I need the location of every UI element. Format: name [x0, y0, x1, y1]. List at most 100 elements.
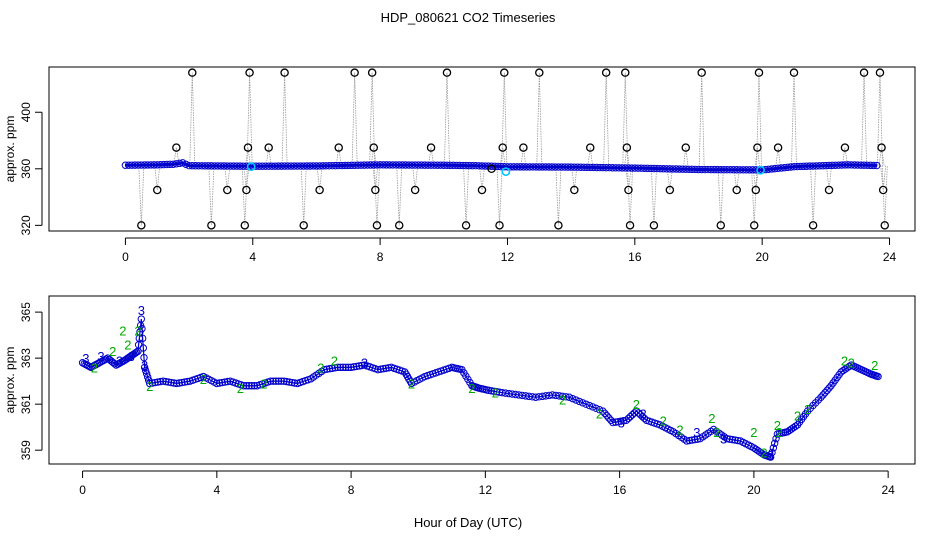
outlier-connector	[555, 167, 562, 226]
bottom-y-axis: 359 361 363 365	[19, 302, 43, 460]
co2-series-point	[819, 391, 827, 399]
co2-series-point	[638, 412, 647, 421]
top-y-axis-label: approx. ppm	[3, 116, 17, 183]
marker-label-2: 2	[119, 324, 126, 339]
outlier-connector	[861, 72, 868, 166]
outlier-point	[372, 221, 382, 230]
co2-series-point	[162, 377, 170, 386]
outlier-connector	[300, 165, 307, 226]
outlier-connector	[265, 147, 272, 167]
outlier-connector	[603, 72, 610, 168]
co2-series-point	[731, 436, 739, 444]
marker-label-2: 2	[559, 393, 566, 408]
co2-series-point	[344, 363, 353, 372]
co2-series-point	[274, 377, 283, 385]
co2-series-point	[339, 363, 347, 372]
top-y-tick-label: 400	[19, 102, 33, 122]
outlier-connector	[733, 169, 740, 191]
co2-series-point	[562, 393, 570, 401]
co2-series-point	[331, 364, 339, 372]
co2-series-point	[601, 409, 609, 418]
outlier-connector	[587, 147, 594, 168]
co2-series-point	[487, 387, 496, 395]
outlier-point	[749, 221, 759, 230]
top-y-tick-label: 360	[19, 158, 33, 178]
co2-series-point	[110, 359, 119, 368]
outlier-point	[624, 185, 633, 195]
bottom-x-axis: 0 4 8 12 16 20 24	[79, 470, 895, 497]
marker-label-3: 3	[618, 416, 625, 431]
top-y-axis: 320 360 400	[19, 102, 43, 235]
outlier-point	[570, 185, 579, 195]
co2-series-point	[688, 436, 696, 444]
marker-label-2: 2	[794, 409, 801, 424]
marker-label-2: 2	[331, 353, 338, 368]
co2-series-point	[578, 399, 587, 407]
marker-label-2: 2	[237, 381, 244, 396]
co2-series-point	[141, 366, 150, 375]
co2-series-point	[138, 324, 146, 333]
co2-series-point	[379, 365, 388, 373]
co2-series-point	[148, 379, 157, 387]
marker-label-3: 3	[97, 349, 104, 364]
marker-label-3: 3	[361, 356, 368, 371]
marker-label-2: 2	[596, 406, 603, 421]
co2-series-point	[132, 348, 141, 356]
co2-series-point	[280, 377, 288, 385]
co2-series-point	[358, 361, 366, 370]
outlier-point	[280, 68, 289, 77]
bottom-x-tick-label: 20	[747, 483, 761, 497]
outlier-point	[808, 221, 818, 230]
marker-label-3: 3	[138, 303, 145, 318]
co2-series-point	[248, 382, 256, 390]
outlier-point	[586, 143, 595, 152]
co2-series-point	[288, 378, 296, 387]
outlier-connector	[224, 165, 231, 191]
co2-series-point	[164, 378, 173, 386]
marker-label-3: 3	[767, 448, 774, 463]
marker-label-2: 2	[660, 413, 667, 428]
outlier-connector	[717, 169, 724, 226]
outlier-point	[264, 143, 273, 152]
outlier-point	[477, 185, 487, 195]
outlier-point	[394, 221, 404, 230]
marker-label-2: 2	[146, 379, 153, 394]
outlier-point	[369, 143, 378, 152]
co2-series-point	[215, 379, 224, 387]
marker-label-2: 2	[134, 324, 141, 339]
co2-series-point	[691, 435, 699, 444]
outlier-point	[621, 68, 630, 77]
outlier-point	[172, 143, 181, 152]
marker-label-2: 2	[848, 356, 855, 371]
outlier-point	[137, 221, 146, 230]
co2-series-point	[766, 453, 775, 461]
outlier-point	[243, 143, 253, 152]
co2-series-point	[565, 393, 573, 401]
bottom-y-axis-label: approx. ppm	[3, 347, 17, 414]
outlier-point	[487, 164, 496, 174]
co2-series-point	[183, 377, 191, 386]
outlier-point	[625, 221, 635, 230]
co2-series-point	[269, 377, 277, 385]
co2-series-point	[245, 382, 253, 390]
outlier-connector	[412, 165, 419, 191]
co2-series-point	[614, 417, 622, 426]
outlier-connector	[536, 72, 543, 167]
co2-series-point	[572, 396, 580, 404]
bottom-y-tick-label: 361	[19, 394, 33, 414]
marker-label-2: 2	[109, 344, 116, 359]
highlight-point	[501, 167, 511, 177]
co2-series-point	[617, 417, 625, 425]
marker-label-2: 2	[713, 425, 720, 440]
co2-series-point	[723, 434, 731, 443]
outlier-point	[622, 143, 632, 152]
outlier-connector	[246, 72, 253, 167]
outlier-connector	[501, 72, 508, 167]
outlier-point	[697, 68, 706, 77]
bottom-plot-frame	[48, 295, 916, 465]
outlier-point	[880, 221, 890, 230]
outlier-point	[773, 143, 783, 152]
outlier-point	[519, 143, 528, 152]
co2-series-point	[221, 378, 229, 386]
